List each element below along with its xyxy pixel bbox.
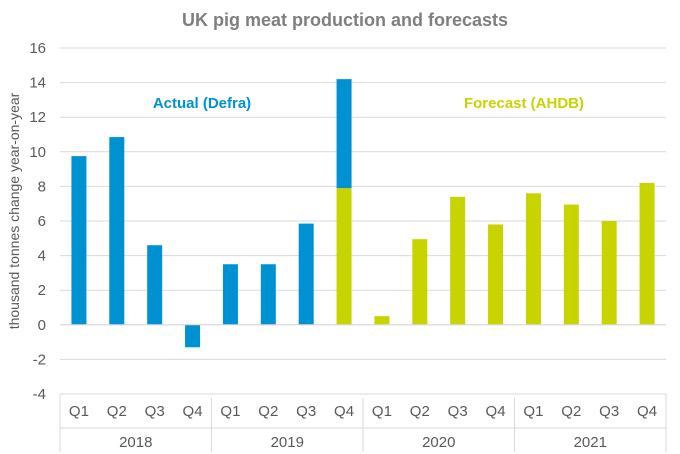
y-tick-label: 6 [38, 213, 46, 230]
bar-forecast [563, 204, 579, 325]
x-tick-label: Q2 [258, 403, 278, 420]
y-tick-label: 4 [38, 248, 46, 265]
x-tick-label: Q2 [561, 403, 581, 420]
bar-actual [336, 79, 352, 189]
y-tick-label: -4 [33, 386, 46, 403]
bar-actual [185, 324, 201, 348]
x-tick-label: Q1 [372, 403, 392, 420]
annotation-forecast-ahdb: Forecast (AHDB) [464, 95, 584, 112]
x-tick-label: Q1 [523, 403, 543, 420]
x-tick-label: Q4 [486, 403, 506, 420]
bar-forecast [450, 196, 466, 325]
bar-actual [298, 223, 314, 325]
bar-actual [71, 156, 87, 325]
chart-title: UK pig meat production and forecasts [182, 10, 508, 30]
x-tick-label: Q1 [220, 403, 240, 420]
x-tick-label: Q4 [183, 403, 203, 420]
x-tick-label: Q3 [599, 403, 619, 420]
x-axis: Q1 Q2 Q3 Q4 Q1 Q2 Q3 Q4 Q1 Q2 Q3 Q4 Q1 Q2 Q3 Q4 2018 2019… [59, 324, 667, 452]
bar-actual [109, 137, 125, 325]
bar-forecast [412, 239, 428, 325]
x-tick-label: Q4 [637, 403, 657, 420]
x-tick-label: Q4 [334, 403, 354, 420]
y-tick-label: 14 [29, 75, 46, 92]
y-tick-label: 0 [38, 317, 46, 334]
bars [71, 79, 655, 348]
bar-actual [260, 264, 276, 325]
y-tick-label: -2 [33, 351, 46, 368]
x-tick-label: Q2 [410, 403, 430, 420]
annotation-actual-defra: Actual (Defra) [153, 95, 251, 112]
y-tick-label: 10 [29, 144, 46, 161]
bar-forecast [488, 224, 504, 325]
x-tick-label: Q2 [107, 403, 127, 420]
bar-forecast [336, 188, 352, 325]
y-tick-label: 8 [38, 178, 46, 195]
y-tick-label: 2 [38, 282, 46, 299]
y-axis-ticks: -4 -2 0 2 4 6 8 10 12 14 16 [29, 40, 46, 403]
x-group-label: 2019 [271, 434, 304, 451]
bar-forecast [374, 316, 390, 325]
bar-forecast [639, 182, 655, 325]
x-group-label: 2020 [422, 434, 455, 451]
y-tick-label: 12 [29, 109, 46, 126]
x-tick-label: Q3 [296, 403, 316, 420]
x-tick-label: Q1 [69, 403, 89, 420]
x-tick-label: Q3 [448, 403, 468, 420]
y-axis-title: thousand tonnes change year-on-year [6, 92, 22, 329]
bar-actual [147, 245, 163, 325]
bar-actual [222, 264, 238, 325]
x-group-label: 2021 [574, 434, 607, 451]
x-tick-label: Q3 [145, 403, 165, 420]
x-group-label: 2018 [119, 434, 152, 451]
y-tick-label: 16 [29, 40, 46, 57]
bar-forecast [601, 221, 617, 325]
bar-forecast [525, 193, 541, 325]
